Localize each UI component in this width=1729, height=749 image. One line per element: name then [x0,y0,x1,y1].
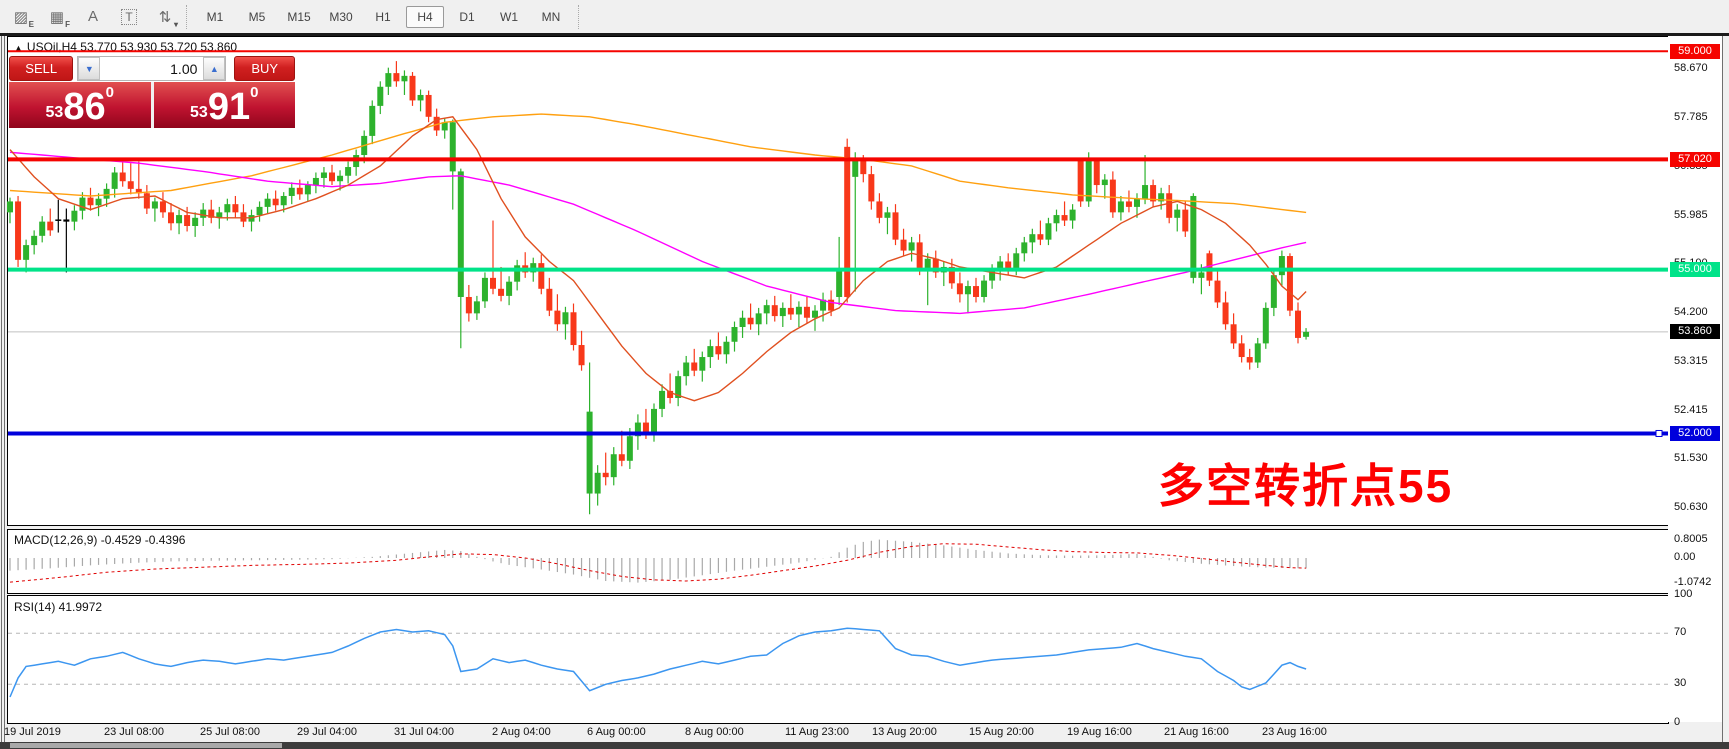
time-axis-label: 23 Aug 16:00 [1262,726,1327,738]
timeframe-button-h1[interactable]: H1 [375,9,391,24]
sell-price-big: 86 [63,86,106,128]
timeframe-button-m15[interactable]: M15 [287,9,311,24]
price-axis-label: 50.630 [1674,501,1708,514]
rsi-axis-label: 100 [1674,588,1693,601]
volume-decrease-button[interactable]: ▼ [78,57,101,80]
chart-symbol-header: ▲ USOil,H4 53.770 53.930 53.720 53.860 [14,40,237,54]
volume-increase-button[interactable]: ▲ [203,57,226,80]
window-border [0,33,1729,36]
chart-annotation-text: 多空转折点55 [1158,460,1454,512]
window-right-edge [1722,36,1723,746]
macd-axis-label: -1.0742 [1674,575,1712,588]
macd-axis-label: 0.00 [1674,551,1696,563]
current-price-box: 53.860 [1670,324,1720,340]
rsi-panel[interactable] [7,595,1669,724]
level-price-box: 57.020 [1670,151,1720,167]
macd-indicator-label: MACD(12,26,9) -0.4529 -0.4396 [14,533,186,547]
volume-spinner: ▼ ▲ [77,56,227,81]
price-axis-label: 57.785 [1674,110,1708,123]
sell-button[interactable]: SELL [9,56,74,81]
price-axis-label: 54.200 [1674,306,1708,319]
rsi-axis-label: 30 [1674,677,1687,690]
text-box-icon[interactable]: T [114,5,144,29]
time-axis-label: 19 Aug 16:00 [1067,726,1132,738]
price-axis-label: 53.315 [1674,354,1708,367]
toolbar: ▨ E ▦ F A T ⇅ ▾ M1 M5 M15 M30 H1 H4 D1 W1 MN [0,0,1729,34]
window-left-edge [1,36,2,746]
level-price-box: 59.000 [1670,43,1720,59]
buy-price-small: 53 [190,104,208,121]
time-axis-label: 11 Aug 23:00 [785,726,850,738]
text-label-icon[interactable]: A [87,8,98,25]
buy-price-sup: 0 [250,84,259,101]
time-axis-label: 25 Jul 08:00 [200,726,260,738]
level-price-box: 52.000 [1670,425,1720,441]
time-axis-label: 2 Aug 04:00 [492,726,551,738]
scrollbar-thumb[interactable] [10,743,282,748]
timeframe-button-mn[interactable]: MN [541,9,561,24]
buy-price-big: 91 [207,86,251,128]
macd-axis-label: 0.8005 [1674,532,1708,545]
time-axis-label: 6 Aug 00:00 [587,726,646,738]
timeframe-button-m1[interactable]: M1 [206,9,224,24]
toolbar-separator [186,4,188,29]
toolbar-separator [578,4,580,29]
time-axis-label: 19 Jul 2019 [4,726,61,738]
rsi-indicator-label: RSI(14) 41.9972 [14,600,103,614]
collapse-triangle-icon[interactable]: ▲ [14,43,23,53]
price-axis-label: 52.415 [1674,403,1708,416]
sell-price-small: 53 [45,104,64,121]
sell-price-display[interactable]: 53 86 0 [9,82,151,128]
time-axis-label: 23 Jul 08:00 [104,726,164,738]
price-axis[interactable] [1668,36,1722,722]
price-divider [150,82,154,128]
time-axis-label: 13 Aug 20:00 [872,726,937,738]
horizontal-scrollbar[interactable] [0,742,1729,749]
time-axis-label: 29 Jul 04:00 [297,726,357,738]
volume-input[interactable] [100,57,204,80]
timeframe-button-m30[interactable]: M30 [329,9,353,24]
symbol-ohlc-text: USOil,H4 53.770 53.930 53.720 53.860 [26,40,238,54]
timeframe-button-w1[interactable]: W1 [500,9,518,24]
macd-panel[interactable] [7,529,1669,594]
timeframe-button-m5[interactable]: M5 [248,9,266,24]
timeframe-buttons: M1 M5 M15 M30 H1 H4 D1 W1 MN [194,5,572,28]
arrows-tool-icon[interactable]: ⇅ ▾ [158,8,178,29]
price-axis-label: 58.670 [1674,62,1708,75]
grid-tool-icon[interactable]: ▦ F [49,8,70,29]
timeframe-button-d1[interactable]: D1 [459,9,475,24]
sell-price-sup: 0 [105,84,114,101]
rsi-axis-label: 70 [1674,626,1687,639]
time-axis-label: 8 Aug 00:00 [685,726,744,738]
buy-button[interactable]: BUY [234,56,295,81]
toolbar-icons: ▨ E ▦ F A T ⇅ ▾ [0,5,180,29]
price-axis-label: 51.530 [1674,452,1708,465]
window-left-edge [4,36,5,746]
buy-price-display[interactable]: 53 91 0 [153,82,295,128]
time-axis-label: 31 Jul 04:00 [394,726,454,738]
timeframe-button-h4[interactable]: H4 [406,5,444,28]
price-axis-label: 55.985 [1674,208,1708,221]
pattern-tool-icon[interactable]: ▨ E [13,8,34,29]
rsi-axis-label: 0 [1674,715,1681,728]
time-axis-label: 21 Aug 16:00 [1164,726,1229,738]
level-price-box: 55.000 [1670,262,1720,278]
time-axis-label: 15 Aug 20:00 [969,726,1034,738]
